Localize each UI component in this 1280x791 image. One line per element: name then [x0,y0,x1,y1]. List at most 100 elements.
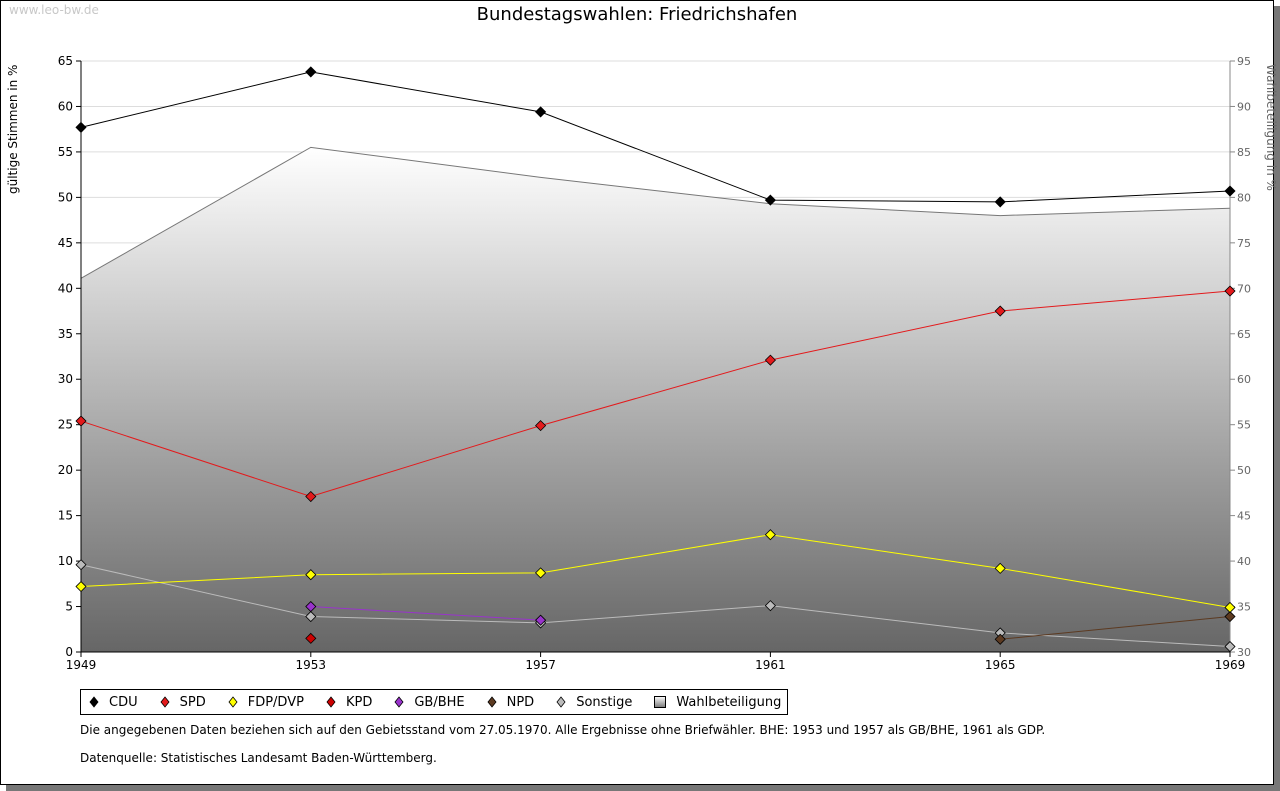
cdu-point [1224,185,1236,197]
legend-label: SPD [179,694,206,710]
y2-tick-label: 70 [1237,282,1251,295]
gb-bhe-line [310,606,541,621]
wahlbeteiligung-area [81,147,1230,652]
npd-line [1000,616,1231,640]
cdu-point [535,106,547,118]
legend-label: FDP/DVP [247,694,304,710]
legend-marker-icon [228,696,238,708]
y2-tick-label: 80 [1237,191,1251,204]
y2-tick-label: 75 [1237,237,1251,250]
legend-marker-icon [394,696,404,708]
x-tick-label: 1957 [525,658,556,672]
gb-bhe-point [535,614,547,626]
y-tick-label: 55 [58,145,73,159]
legend-item-spd: SPD [160,695,206,710]
y-tick-label: 15 [58,509,73,523]
y-tick-label: 5 [65,600,73,614]
spd-point [75,415,87,427]
legend-marker-icon [487,696,497,708]
y2-tick-label: 45 [1237,510,1251,523]
legend-item-gb-bhe: GB/BHE [394,694,465,710]
y2-tick-label: 95 [1237,55,1251,68]
y2-tick-label: 65 [1237,328,1251,341]
y2-tick-label: 50 [1237,464,1251,477]
legend-item-cdu: CDU [89,695,138,710]
legend-item-fdp-dvp: FDP/DVP [228,695,304,710]
y2-tick-label: 60 [1237,373,1251,386]
y2-axis-label: Wahlbeteiligung in % [1264,64,1278,191]
fdp-dvp-point [75,580,87,593]
legend-label: Wahlbeteiligung [676,694,782,710]
sonstige-point [764,600,776,612]
legend-marker-icon [556,696,566,708]
y2-tick-label: 35 [1237,601,1251,614]
note-gebietsstand: Die angegebenen Daten beziehen sich auf … [80,723,1046,737]
cdu-line [80,71,1231,203]
y-axis-label: gültige Stimmen in % [6,64,20,194]
fdp-dvp-point [535,567,547,579]
y2-tick-label: 40 [1237,555,1251,568]
x-tick-label: 1965 [985,658,1016,672]
kpd-point [305,632,317,644]
cdu-point [305,66,317,78]
cdu-point [994,196,1006,208]
cdu-point [75,121,87,133]
legend-label: NPD [506,694,535,710]
y-tick-label: 10 [58,554,73,568]
legend-item-sonstige: Sonstige [556,695,632,710]
fdp-dvp-point [764,529,776,541]
legend: CDU SPD FDP/DVP KPD GB/BHE NPD Sonstige Wahlbet… [80,689,789,715]
note-datenquelle: Datenquelle: Statistisches Landesamt Bad… [80,751,437,765]
chart-title: Bundestagswahlen: Friedrichshafen [476,4,798,25]
y-tick-label: 0 [65,645,73,659]
y2-tick-label: 85 [1237,146,1251,159]
y2-tick-label: 30 [1237,646,1251,659]
spd-point [305,490,317,503]
spd-point [994,305,1006,317]
watermark: www.leo-bw.de [9,3,99,17]
spd-point [764,354,776,366]
y2-tick-label: 90 [1237,100,1251,113]
cdu-point [764,194,776,206]
legend-item-npd: NPD [487,694,535,710]
fdp-dvp-point [305,569,317,581]
legend-marker-icon [654,696,667,708]
y-tick-label: 40 [58,281,73,295]
x-tick-label: 1953 [296,658,327,672]
legend-label: CDU [109,694,138,710]
fdp-dvp-point [1224,601,1236,614]
y-tick-label: 30 [58,372,73,386]
legend-marker-icon [89,696,99,708]
fdp-dvp-point [994,562,1006,574]
y-tick-label: 35 [58,327,73,341]
legend-marker-icon [160,696,170,708]
gb-bhe-point [305,600,317,613]
wahlbeteiligung-line [80,146,1231,279]
sonstige-point [305,610,317,623]
spd-point [1224,285,1236,297]
sonstige-point [75,559,87,571]
legend-marker-icon [326,696,336,708]
fdp-dvp-line [80,534,1231,608]
npd-point [1224,610,1236,623]
x-tick-label: 1961 [755,658,786,672]
npd-point [994,633,1006,645]
y-tick-label: 45 [58,236,73,250]
y2-tick-label: 55 [1237,419,1251,432]
y-tick-label: 65 [58,54,73,68]
y-tick-label: 25 [58,418,73,432]
legend-label: GB/BHE [414,694,465,710]
y-tick-label: 60 [58,99,73,113]
spd-point [535,420,547,432]
legend-label: Sonstige [576,694,633,710]
legend-item-kpd: KPD [326,695,372,710]
legend-label: KPD [345,694,373,710]
x-tick-label: 1969 [1215,658,1246,672]
sonstige-point [1224,640,1236,653]
x-tick-label: 1949 [66,658,97,672]
spd-line [80,290,1231,498]
y-tick-label: 20 [58,463,73,477]
y-tick-label: 50 [58,190,73,204]
legend-item-wahlbeteiligung: Wahlbeteiligung [654,695,781,710]
